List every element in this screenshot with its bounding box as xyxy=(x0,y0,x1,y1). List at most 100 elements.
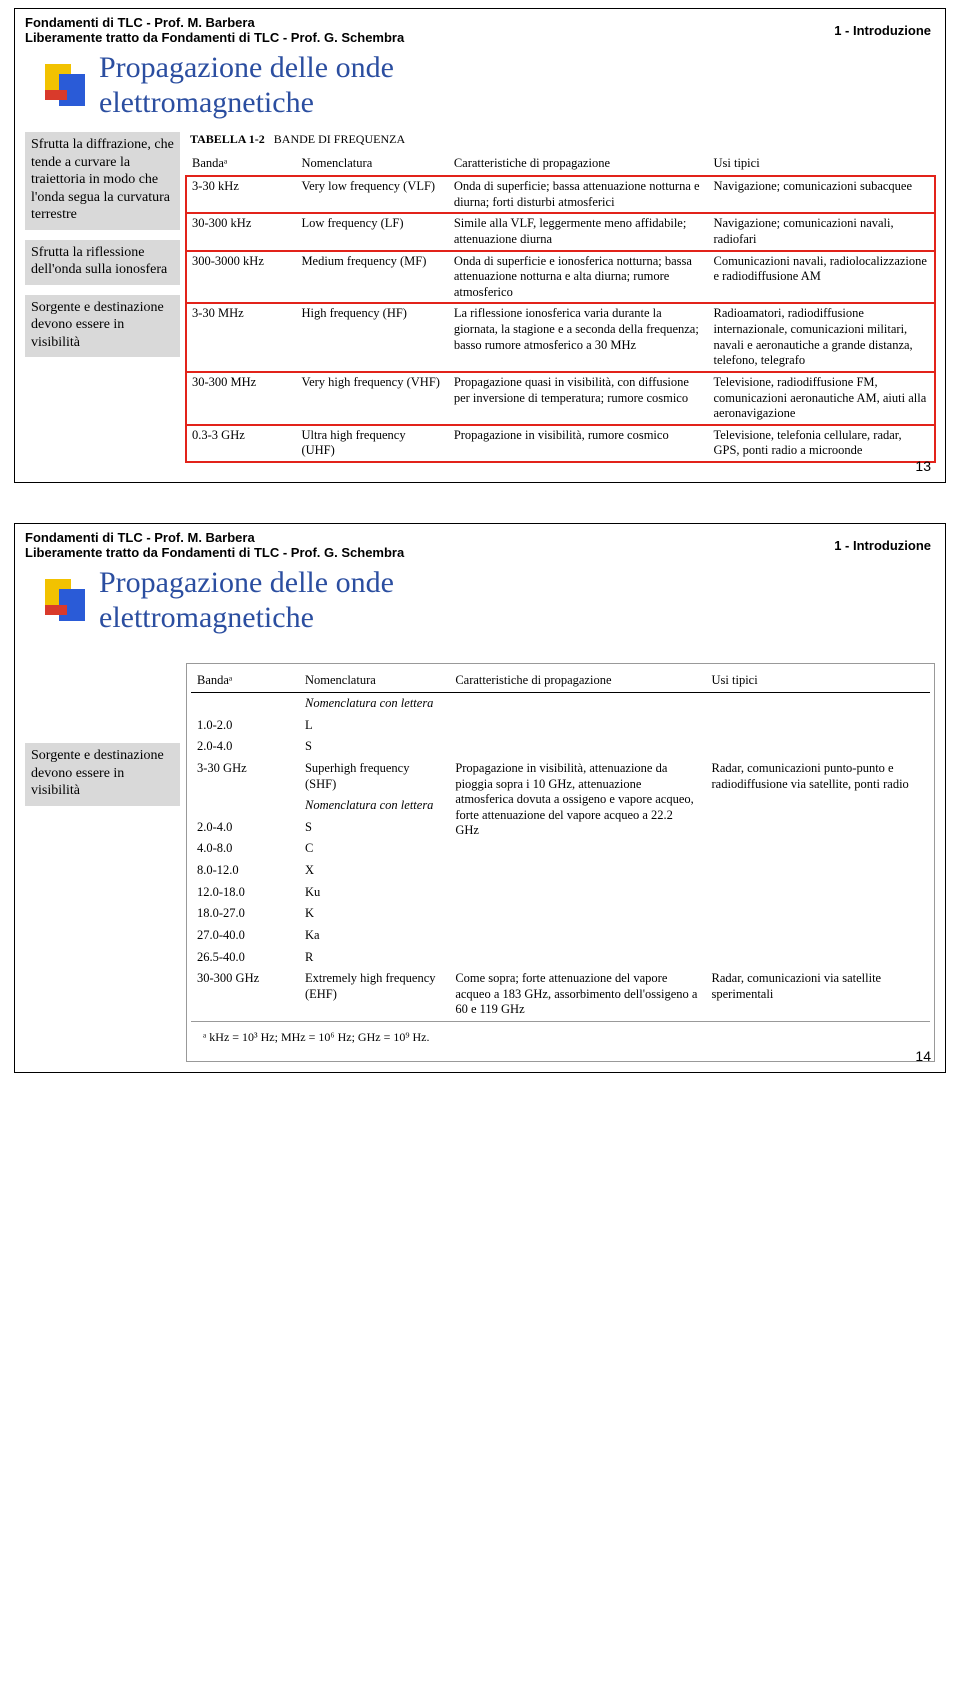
col-band: Bandaᵃ xyxy=(186,153,295,176)
header-line1: Fondamenti di TLC - Prof. M. Barbera xyxy=(25,530,935,545)
cell-usi: Radar, comunicazioni via satellite speri… xyxy=(706,968,930,1021)
col-usi: Usi tipici xyxy=(707,153,935,176)
col-nomen: Nomenclatura xyxy=(295,153,447,176)
cell-usi: Televisione, radiodiffusione FM, comunic… xyxy=(707,372,935,425)
table-row: 26.5-40.0 R xyxy=(191,947,930,969)
frequency-table: Bandaᵃ Nomenclatura Caratteristiche di p… xyxy=(186,153,935,462)
note-reflection: Sfrutta la riflessione dell'onda sulla i… xyxy=(25,240,180,285)
slide-14: Fondamenti di TLC - Prof. M. Barbera Lib… xyxy=(14,523,946,1073)
cell-nom: S xyxy=(299,817,449,839)
cell-nom: K xyxy=(299,903,449,925)
cell-nom: High frequency (HF) xyxy=(295,303,447,372)
subhead-label: Nomenclatura con lettera xyxy=(299,795,449,817)
title-block: Propagazione delle onde elettromagnetich… xyxy=(45,51,945,120)
cell-nom: Very high frequency (VHF) xyxy=(295,372,447,425)
cell-band: 3-30 GHz xyxy=(191,758,299,795)
cell-band: 30-300 MHz xyxy=(186,372,295,425)
title-line2: elettromagnetiche xyxy=(99,601,314,634)
header-line2: Liberamente tratto da Fondamenti di TLC … xyxy=(25,545,935,560)
cell-nom: C xyxy=(299,838,449,860)
slide-header: Fondamenti di TLC - Prof. M. Barbera Lib… xyxy=(15,524,945,562)
cell-nom: Very low frequency (VLF) xyxy=(295,176,447,214)
caption-text: BANDE DI FREQUENZA xyxy=(274,132,405,146)
logo-icon xyxy=(45,579,89,623)
col-usi: Usi tipici xyxy=(706,670,930,693)
cell-band: 3-30 MHz xyxy=(186,303,295,372)
cell-band: 0.3-3 GHz xyxy=(186,425,295,462)
cell-car: Come sopra; forte attenuazione del vapor… xyxy=(449,968,705,1021)
table-row: 30-300 GHz Extremely high frequency (EHF… xyxy=(191,968,930,1021)
caption-label: TABELLA 1-2 xyxy=(190,132,265,146)
slide-title: Propagazione delle onde elettromagnetich… xyxy=(99,51,394,120)
page-number: 13 xyxy=(915,458,931,474)
cell-nom: Ku xyxy=(299,882,449,904)
cell-car: Propagazione quasi in visibilità, con di… xyxy=(448,372,708,425)
col-carat: Caratteristiche di propagazione xyxy=(449,670,705,693)
table-row: 2.0-4.0 S xyxy=(191,736,930,758)
col-band: Bandaᵃ xyxy=(191,670,299,693)
cell-band: 300-3000 kHz xyxy=(186,251,295,304)
slide-header: Fondamenti di TLC - Prof. M. Barbera Lib… xyxy=(15,9,945,47)
table-row: 3-30 GHz Superhigh frequency (SHF) Propa… xyxy=(191,758,930,795)
cell-car: Propagazione in visibilità, rumore cosmi… xyxy=(448,425,708,462)
cell-car: Propagazione in visibilità, attenuazione… xyxy=(449,758,705,947)
table-caption: TABELLA 1-2 BANDE DI FREQUENZA xyxy=(190,132,935,147)
slide-title: Propagazione delle onde elettromagnetich… xyxy=(99,566,394,635)
table-row: 0.3-3 GHz Ultra high frequency (UHF) Pro… xyxy=(186,425,935,462)
cell-nom: Extremely high frequency (EHF) xyxy=(299,968,449,1021)
cell-band: 30-300 kHz xyxy=(186,213,295,250)
col-carat: Caratteristiche di propagazione xyxy=(448,153,708,176)
title-line1: Propagazione delle onde xyxy=(99,566,394,599)
table-row: 30-300 kHz Low frequency (LF) Simile all… xyxy=(186,213,935,250)
table-row: 3-30 kHz Very low frequency (VLF) Onda d… xyxy=(186,176,935,214)
header-line2: Liberamente tratto da Fondamenti di TLC … xyxy=(25,30,935,45)
cell-nom: L xyxy=(299,715,449,737)
cell-band: 3-30 kHz xyxy=(186,176,295,214)
cell-band: 30-300 GHz xyxy=(191,968,299,1021)
cell-nom: X xyxy=(299,860,449,882)
header-line1: Fondamenti di TLC - Prof. M. Barbera xyxy=(25,15,935,30)
cell-car: Simile alla VLF, leggermente meno affida… xyxy=(448,213,708,250)
cell-car: Onda di superficie; bassa attenuazione n… xyxy=(448,176,708,214)
cell-nom: S xyxy=(299,736,449,758)
cell-usi: Navigazione; comunicazioni navali, radio… xyxy=(707,213,935,250)
frequency-table-wrap: Bandaᵃ Nomenclatura Caratteristiche di p… xyxy=(186,663,935,1062)
cell-band: 2.0-4.0 xyxy=(191,817,299,839)
subhead-label: Nomenclatura con lettera xyxy=(299,693,449,715)
table-row: 3-30 MHz High frequency (HF) La riflessi… xyxy=(186,303,935,372)
title-block: Propagazione delle onde elettromagnetich… xyxy=(45,566,945,635)
cell-usi: Radioamatori, radiodiffusione internazio… xyxy=(707,303,935,372)
cell-nom: Ultra high frequency (UHF) xyxy=(295,425,447,462)
subheading-row: Nomenclatura con lettera xyxy=(191,693,930,715)
frequency-table-2: Bandaᵃ Nomenclatura Caratteristiche di p… xyxy=(191,670,930,1021)
page-number: 14 xyxy=(915,1048,931,1064)
cell-band: 2.0-4.0 xyxy=(191,736,299,758)
cell-nom: R xyxy=(299,947,449,969)
cell-band: 1.0-2.0 xyxy=(191,715,299,737)
table-row: 300-3000 kHz Medium frequency (MF) Onda … xyxy=(186,251,935,304)
cell-nom: Superhigh frequency (SHF) xyxy=(299,758,449,795)
cell-nom: Ka xyxy=(299,925,449,947)
sidebar-notes: Sorgente e destinazione devono essere in… xyxy=(25,743,180,1062)
slide-13: Fondamenti di TLC - Prof. M. Barbera Lib… xyxy=(14,8,946,483)
note-visibility: Sorgente e destinazione devono essere in… xyxy=(25,743,180,806)
cell-band: 27.0-40.0 xyxy=(191,925,299,947)
cell-usi: Comunicazioni navali, radiolocalizzazion… xyxy=(707,251,935,304)
header-section-label: 1 - Introduzione xyxy=(834,538,931,553)
cell-usi: Navigazione; comunicazioni subacquee xyxy=(707,176,935,214)
note-diffraction: Sfrutta la diffrazione, che tende a curv… xyxy=(25,132,180,230)
title-line2: elettromagnetiche xyxy=(99,86,314,119)
cell-car: Onda di superficie e ionosferica notturn… xyxy=(448,251,708,304)
cell-nom: Medium frequency (MF) xyxy=(295,251,447,304)
cell-nom: Low frequency (LF) xyxy=(295,213,447,250)
title-line1: Propagazione delle onde xyxy=(99,51,394,84)
frequency-table-wrap: TABELLA 1-2 BANDE DI FREQUENZA Bandaᵃ No… xyxy=(186,132,935,462)
cell-band: 4.0-8.0 xyxy=(191,838,299,860)
col-nomen: Nomenclatura xyxy=(299,670,449,693)
cell-usi: Televisione, telefonia cellulare, radar,… xyxy=(707,425,935,462)
cell-band: 18.0-27.0 xyxy=(191,903,299,925)
table-footnote: ᵃ kHz = 10³ Hz; MHz = 10⁶ Hz; GHz = 10⁹ … xyxy=(191,1021,930,1055)
header-section-label: 1 - Introduzione xyxy=(834,23,931,38)
cell-car: La riflessione ionosferica varia durante… xyxy=(448,303,708,372)
cell-usi: Radar, comunicazioni punto-punto e radio… xyxy=(706,758,930,947)
